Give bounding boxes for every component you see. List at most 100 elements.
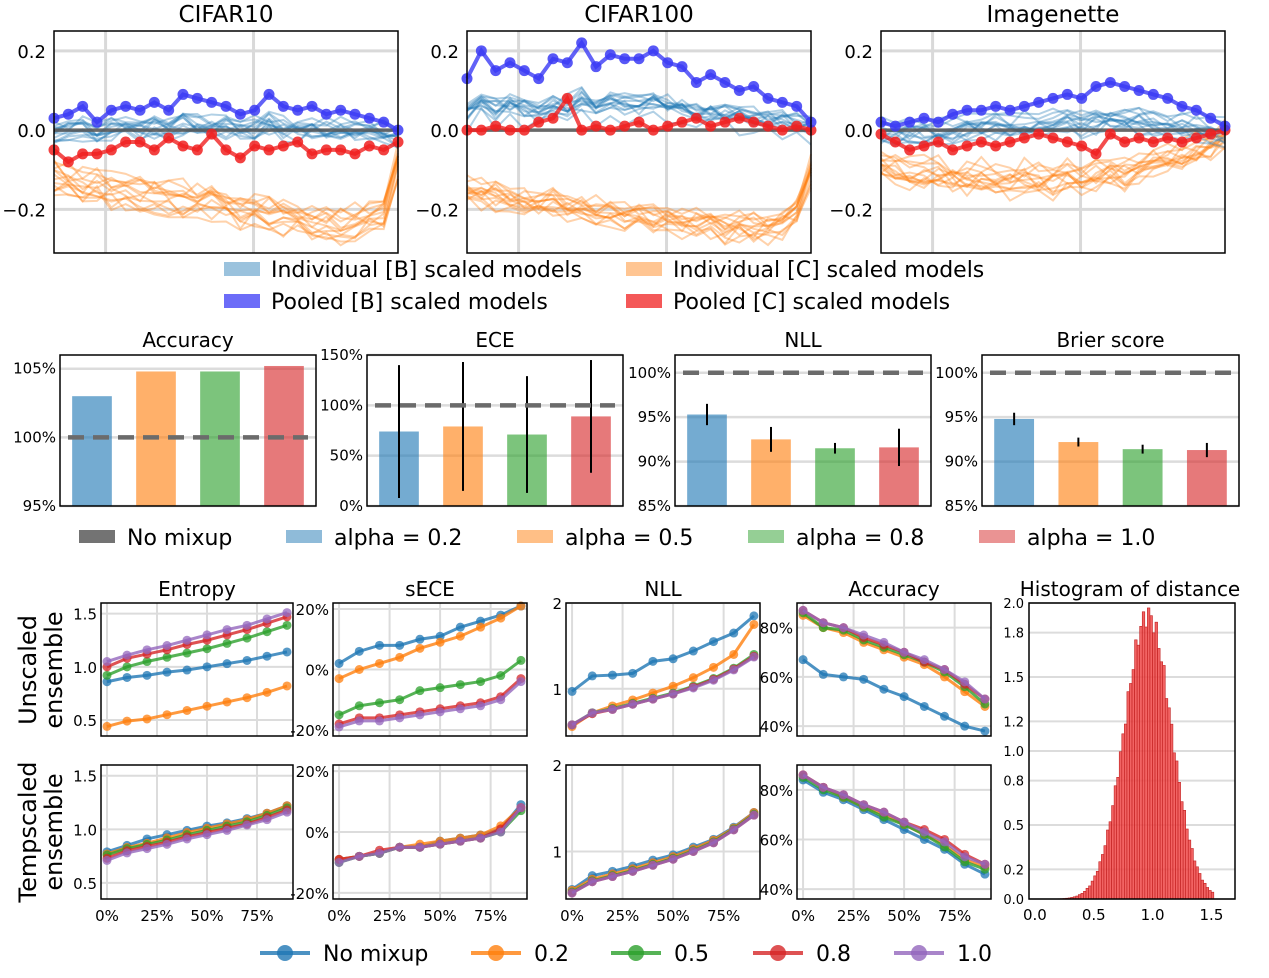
pooled-c-point xyxy=(918,140,930,152)
pooled-c-point xyxy=(547,112,559,124)
pooled-b-point xyxy=(475,45,487,57)
pooled-c-point xyxy=(77,148,89,160)
histogram-bar xyxy=(1208,890,1212,900)
series-point xyxy=(899,817,909,827)
panel-title: Imagenette xyxy=(987,2,1120,28)
panel-title: Brier score xyxy=(1056,328,1164,352)
series-point xyxy=(668,689,678,699)
individual-b-line xyxy=(53,117,399,137)
individual-c-line xyxy=(880,146,1226,194)
pooled-c-point xyxy=(1190,132,1202,144)
pooled-c-point xyxy=(633,116,645,128)
ytick-label: 95% xyxy=(638,408,671,426)
pooled-c-point xyxy=(932,136,944,148)
histogram-bar xyxy=(1182,810,1186,900)
column-title: sECE xyxy=(405,577,455,601)
ytick-label: 0% xyxy=(305,824,329,842)
individual-b-line xyxy=(466,93,812,129)
series-point xyxy=(122,848,132,858)
histogram-bar xyxy=(1139,626,1143,900)
series-point xyxy=(798,655,808,665)
pooled-b-point xyxy=(662,57,674,69)
pooled-b-point xyxy=(177,88,189,100)
individual-c-line xyxy=(53,152,399,230)
row3-line-panels: Entropy 1.5 1.0 0.5 1.5 1.0 0.5 0% 25% 50% 75% sECE… xyxy=(14,577,1240,925)
pooled-c-point xyxy=(91,148,103,160)
panel-frame xyxy=(565,602,761,737)
pooled-c-point xyxy=(378,144,390,156)
legend-label: 0.8 xyxy=(816,942,851,967)
legend-label: No mixup xyxy=(127,526,232,551)
series-point xyxy=(182,834,192,844)
xtick-label: 50% xyxy=(887,907,920,925)
legend-marker xyxy=(628,945,644,961)
pooled-b-point xyxy=(1076,92,1088,104)
series-point xyxy=(202,701,212,711)
panel-frame xyxy=(880,30,1226,254)
individual-c-line xyxy=(880,130,1226,190)
ytick-label: 0.5 xyxy=(73,712,97,730)
row3-panel-0-0: 1.5 1.0 0.5 xyxy=(73,602,294,737)
series-point xyxy=(282,647,292,657)
xtick-label: 1.5 xyxy=(1200,906,1224,924)
individual-c-line xyxy=(880,135,1226,177)
pooled-c-point xyxy=(1004,136,1016,148)
pooled-b-point xyxy=(518,65,530,77)
pooled-b-point xyxy=(1133,84,1145,96)
series-point xyxy=(435,839,445,849)
panel-frame xyxy=(466,30,812,254)
pooled-b-point xyxy=(932,116,944,128)
series-point xyxy=(980,726,990,736)
histogram-bar xyxy=(1093,875,1097,900)
legend-swatch xyxy=(517,530,553,543)
series-point xyxy=(102,721,112,731)
series-point xyxy=(354,851,364,861)
pooled-b-point xyxy=(576,37,588,49)
histogram-bar xyxy=(1198,873,1202,900)
individual-c-line xyxy=(466,168,812,228)
pooled-b-point xyxy=(676,61,688,73)
series-line xyxy=(106,810,288,862)
pooled-b-point xyxy=(1018,100,1030,112)
series-point xyxy=(282,608,292,618)
individual-b-line xyxy=(466,86,812,133)
series-point xyxy=(476,701,486,711)
ytick-label: 60% xyxy=(760,831,793,849)
pooled-b-point xyxy=(277,100,289,112)
pooled-b-point xyxy=(990,100,1002,112)
histogram-bar xyxy=(1152,632,1156,900)
series-point xyxy=(435,683,445,693)
histogram-bar xyxy=(1170,723,1174,900)
series-point xyxy=(628,866,638,876)
series-point xyxy=(919,655,929,665)
pooled-c-point xyxy=(206,128,218,140)
series-point xyxy=(668,854,678,864)
series-point xyxy=(374,848,384,858)
pooled-c-point xyxy=(518,124,530,136)
histogram-bar xyxy=(1195,866,1199,900)
xtick-label: 25% xyxy=(606,907,639,925)
series-point xyxy=(162,667,172,677)
panel-frame xyxy=(981,354,1240,507)
series-point xyxy=(102,677,112,687)
individual-c-line xyxy=(880,130,1226,192)
series-point xyxy=(668,654,678,664)
individual-c-line xyxy=(880,140,1226,196)
series-point xyxy=(262,614,272,624)
individual-c-line xyxy=(53,179,399,238)
individual-c-line xyxy=(466,183,812,241)
ytick-label: 0.0 xyxy=(17,121,46,142)
row2-panel-3: 100% 95% 90% 85% Brier score xyxy=(935,328,1240,515)
pooled-b-point xyxy=(947,108,959,120)
pooled-c-point xyxy=(191,144,203,156)
series-line xyxy=(802,773,986,866)
series-point xyxy=(607,704,617,714)
pooled-b-point xyxy=(719,77,731,89)
series-point xyxy=(919,701,929,711)
series-point xyxy=(859,800,869,810)
series-point xyxy=(122,716,132,726)
individual-c-line xyxy=(880,136,1226,190)
individual-b-line xyxy=(53,118,399,143)
panel-title: CIFAR10 xyxy=(179,2,274,28)
series-point xyxy=(818,618,828,628)
